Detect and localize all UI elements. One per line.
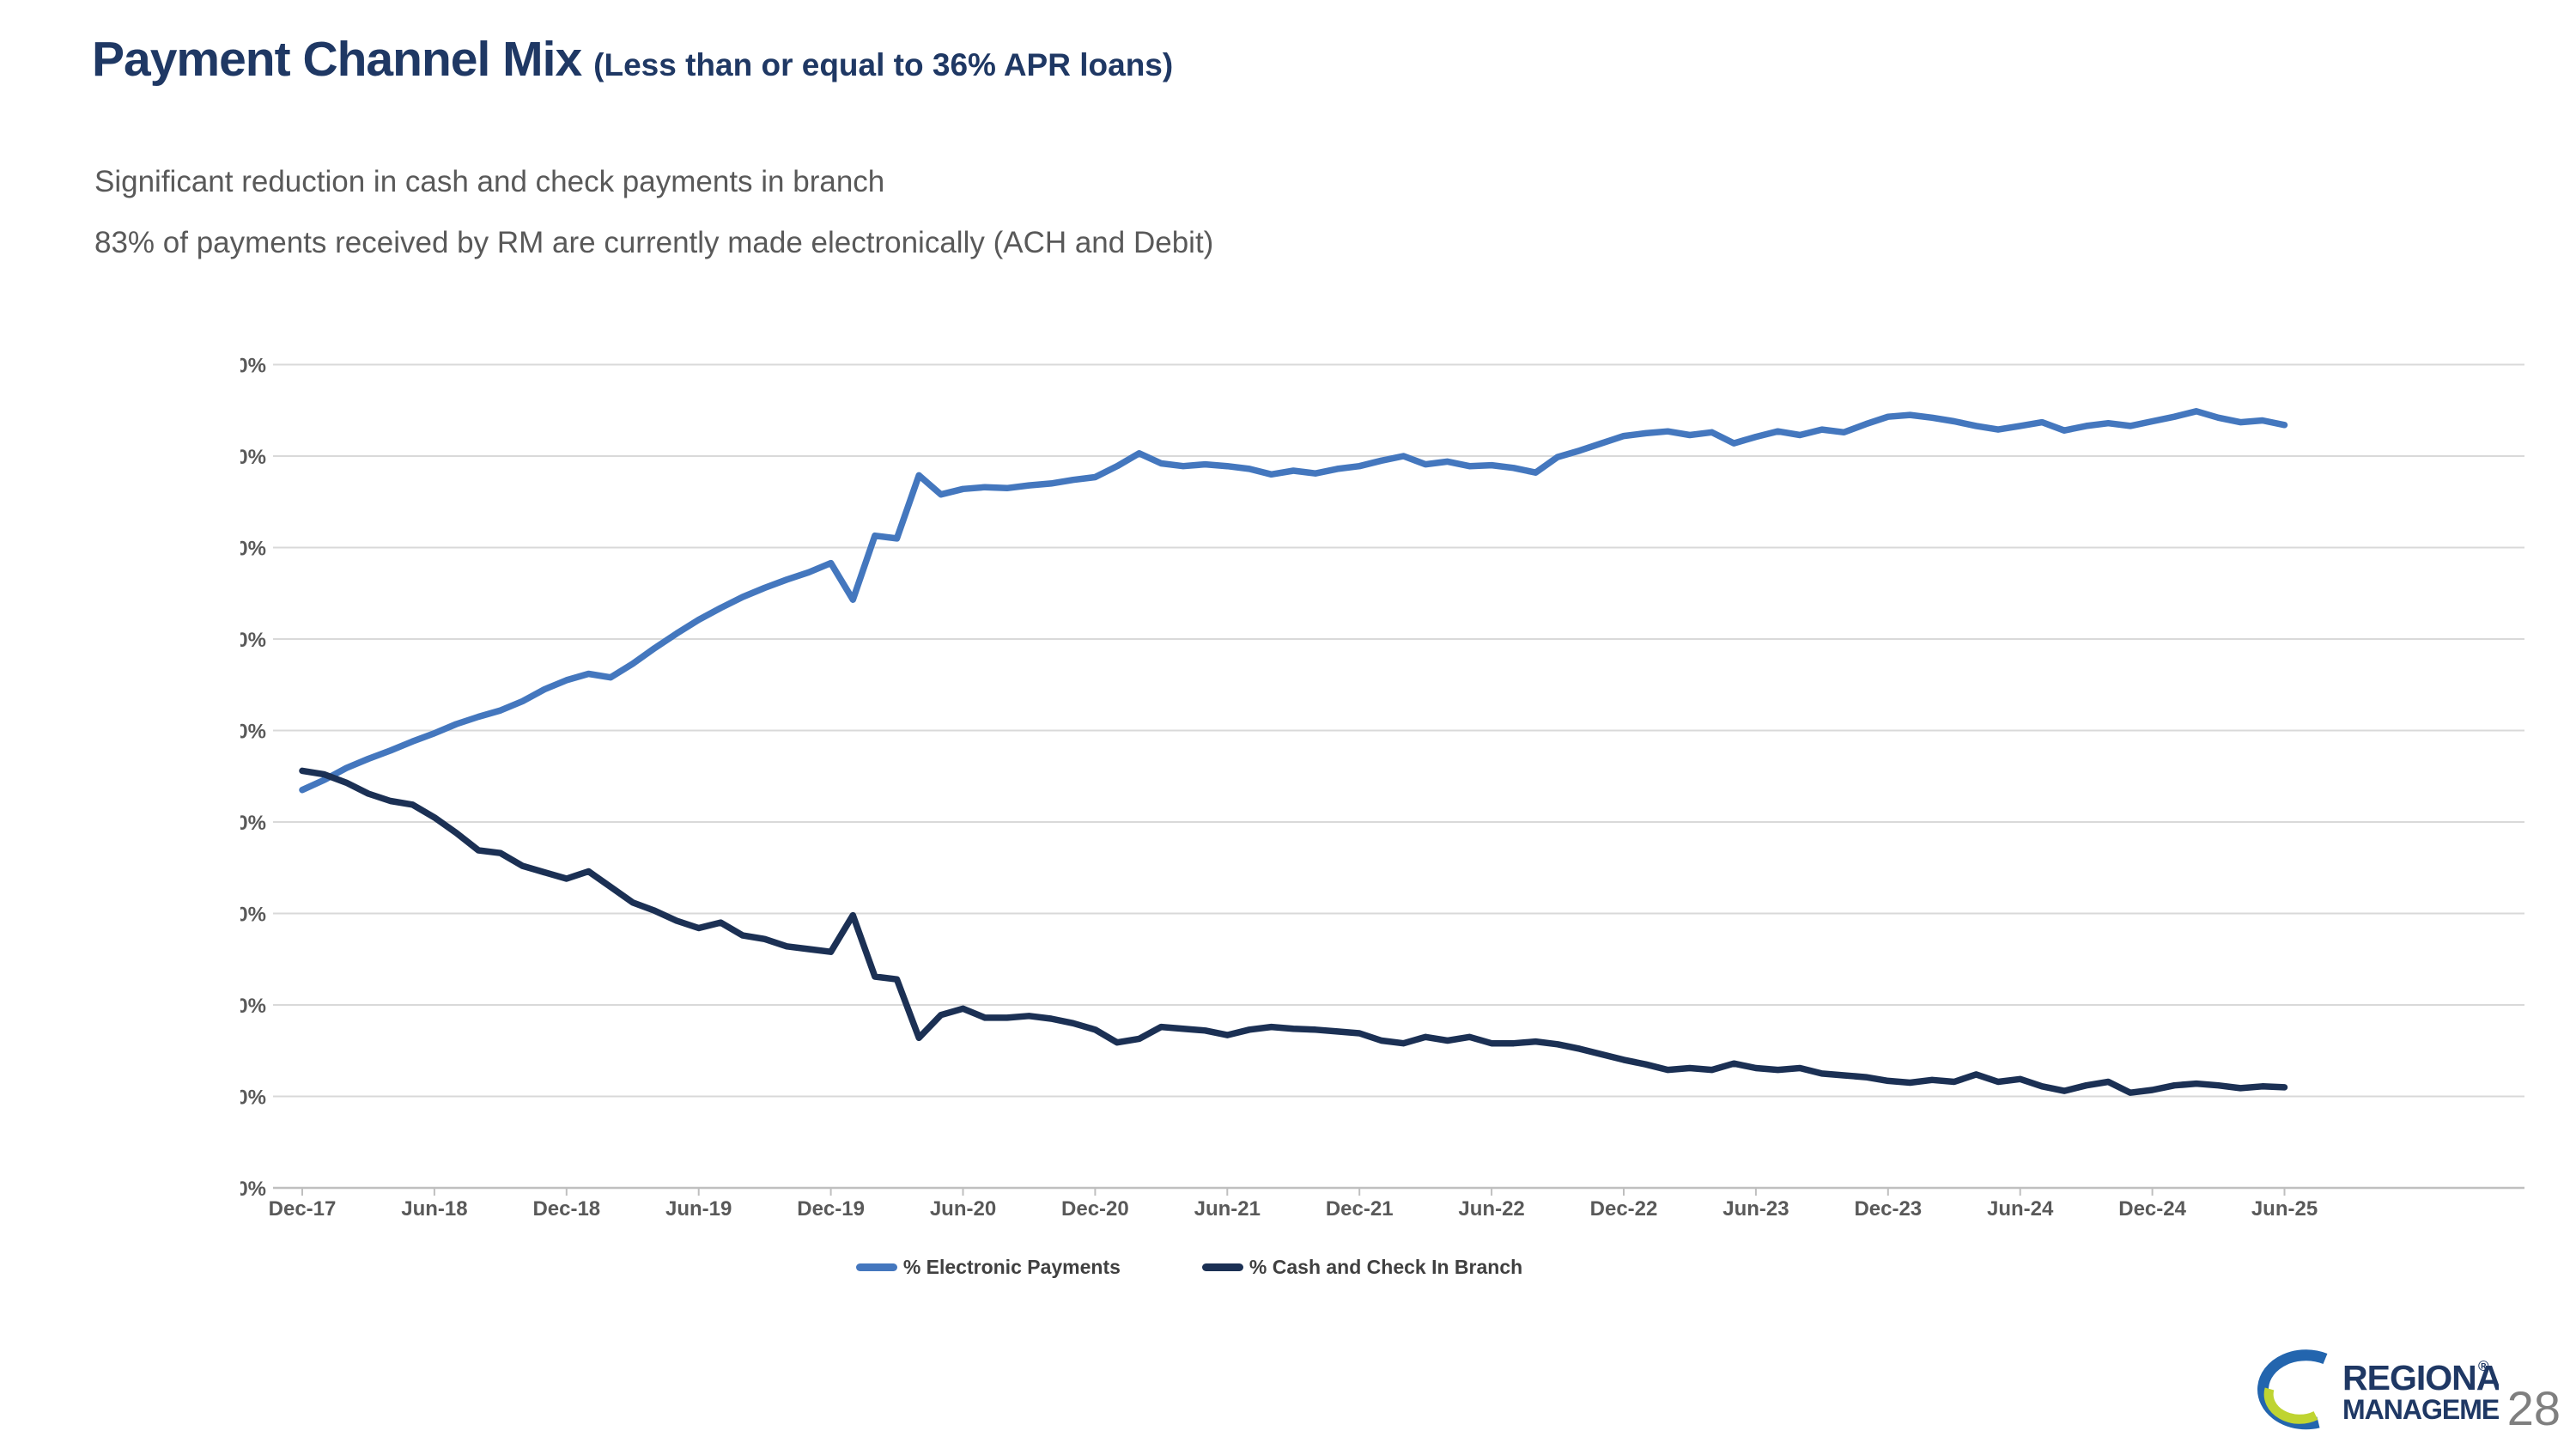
x-axis-tick-label: Dec-20 bbox=[1061, 1197, 1129, 1221]
x-axis-tick-label: Jun-25 bbox=[2251, 1197, 2318, 1221]
x-axis-tick-label: Dec-24 bbox=[2118, 1197, 2186, 1221]
y-axis-tick-label: 30% bbox=[240, 904, 266, 927]
legend-label-cash: % Cash and Check In Branch bbox=[1249, 1256, 1523, 1278]
chart-area: 0% 10% 20% 30% 40% 50% 60% 70% 80% 90% Dec-17 Jun-1… bbox=[225, 331, 2542, 1241]
x-axis-tick-label: Jun-18 bbox=[401, 1197, 467, 1221]
subtitle-line-1: Significant reduction in cash and check … bbox=[94, 165, 885, 198]
page-number: 28 bbox=[2506, 1381, 2561, 1435]
x-axis-tick-label: Dec-22 bbox=[1590, 1197, 1658, 1221]
x-axis-tick-label: Dec-18 bbox=[532, 1197, 600, 1221]
page-title-qualifier: (Less than or equal to 36% APR loans) bbox=[593, 47, 1174, 82]
y-axis-tick-label: 90% bbox=[240, 355, 266, 378]
y-axis-tick-label: 0% bbox=[240, 1178, 266, 1201]
registered-trademark-icon: ® bbox=[2478, 1358, 2489, 1374]
logo-green-arc-icon bbox=[2263, 1387, 2318, 1424]
electronic-payments-line bbox=[299, 408, 2288, 794]
x-axis-tick-label: Jun-20 bbox=[930, 1197, 996, 1221]
y-axis-tick-label: 70% bbox=[240, 538, 266, 561]
legend-item-cash: % Cash and Check In Branch bbox=[1201, 1256, 1523, 1279]
y-axis-tick-label: 40% bbox=[240, 812, 266, 835]
slide-footer: REGIONAL MANAGEMENT ® 28 bbox=[2250, 1345, 2561, 1440]
x-axis-tick-label: Dec-17 bbox=[269, 1197, 337, 1221]
logo-text-management: MANAGEMENT bbox=[2342, 1394, 2499, 1425]
x-axis-tick-label: Jun-22 bbox=[1458, 1197, 1524, 1221]
chart-legend: % Electronic Payments % Cash and Check I… bbox=[0, 1256, 2477, 1279]
x-axis-tick-label: Dec-19 bbox=[797, 1197, 865, 1221]
legend-item-electronic: % Electronic Payments bbox=[855, 1256, 1121, 1279]
x-axis-tick-label: Jun-19 bbox=[665, 1197, 732, 1221]
y-axis-tick-label: 80% bbox=[240, 446, 266, 469]
x-axis-tick-label: Jun-21 bbox=[1194, 1197, 1261, 1221]
page-title: Payment Channel Mix bbox=[92, 32, 582, 87]
x-axis-tick-label: Jun-23 bbox=[1722, 1197, 1789, 1221]
logo-blue-arc-icon bbox=[2257, 1349, 2328, 1430]
electronic-line-swatch bbox=[855, 1263, 897, 1271]
y-axis-tick-label: 50% bbox=[240, 721, 266, 744]
legend-label-electronic: % Electronic Payments bbox=[902, 1256, 1121, 1278]
cash-check-branch-line bbox=[299, 767, 2288, 1096]
title-row: Payment Channel Mix (Less than or equal t… bbox=[92, 31, 1173, 88]
x-axis-tick-label: Dec-23 bbox=[1854, 1197, 1922, 1221]
regional-management-logo: REGIONAL MANAGEMENT ® bbox=[2257, 1349, 2499, 1430]
y-axis-tick-label: 20% bbox=[240, 995, 266, 1018]
logo-text-regional: REGIONAL bbox=[2342, 1358, 2499, 1397]
subtitle-line-2: 83% of payments received by RM are curre… bbox=[94, 226, 1214, 259]
y-axis-tick-label: 60% bbox=[240, 629, 266, 652]
x-axis-tick-label: Dec-21 bbox=[1326, 1197, 1394, 1221]
x-axis-tick-label: Jun-24 bbox=[1987, 1197, 2054, 1221]
y-axis-tick-label: 10% bbox=[240, 1087, 266, 1110]
payment-channel-mix-chart: 0% 10% 20% 30% 40% 50% 60% 70% 80% 90% Dec-17 Jun-1… bbox=[225, 355, 2524, 1221]
cash-line-swatch bbox=[1201, 1263, 1243, 1271]
